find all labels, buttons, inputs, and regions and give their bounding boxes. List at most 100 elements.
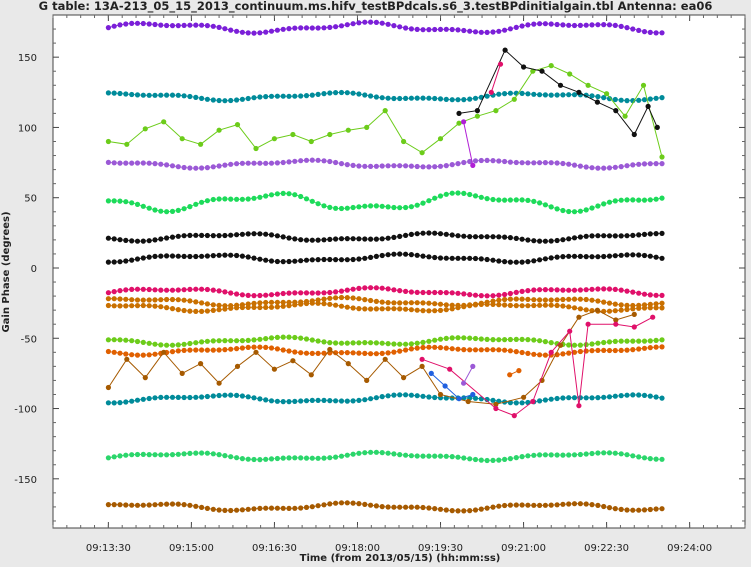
data-point (647, 305, 653, 311)
data-point (169, 92, 176, 98)
data-point (442, 383, 448, 389)
data-point (111, 90, 117, 96)
data-point (315, 397, 321, 403)
data-point (630, 392, 636, 398)
series-8 (105, 300, 665, 314)
data-point (455, 305, 461, 311)
data-point (257, 256, 263, 262)
data-point (268, 398, 275, 404)
data-point (315, 257, 321, 263)
data-point (228, 305, 234, 311)
data-point (478, 293, 484, 299)
data-point (199, 308, 205, 314)
data-point (210, 287, 216, 293)
data-point (321, 397, 327, 403)
data-point (161, 349, 167, 355)
data-point (521, 394, 527, 400)
data-point (403, 251, 409, 257)
data-point (146, 205, 152, 211)
data-point (239, 507, 245, 513)
data-point (271, 366, 277, 372)
data-point (193, 299, 199, 305)
data-point (280, 259, 286, 265)
data-point (234, 28, 240, 34)
data-point (589, 348, 595, 354)
data-point (647, 338, 653, 344)
data-point (455, 346, 461, 352)
data-point (111, 454, 117, 460)
data-point (537, 398, 543, 404)
data-point (105, 159, 111, 165)
data-point (245, 337, 251, 343)
data-point (449, 346, 455, 352)
data-point (432, 289, 438, 296)
data-point (251, 255, 257, 261)
data-point (456, 120, 462, 126)
data-point (397, 306, 403, 312)
data-point (338, 89, 345, 96)
data-point (193, 232, 199, 238)
data-point (490, 158, 496, 164)
data-point (298, 350, 304, 356)
data-point (309, 337, 315, 343)
data-point (525, 91, 531, 97)
data-point (274, 258, 280, 265)
data-point (636, 305, 642, 311)
data-point (385, 21, 391, 27)
data-point (554, 21, 560, 28)
data-point (222, 392, 228, 398)
data-point (585, 321, 591, 327)
data-point (111, 236, 117, 242)
data-point (531, 452, 537, 458)
data-point (432, 506, 438, 512)
data-point (525, 502, 531, 508)
data-point (327, 90, 333, 96)
data-point (263, 344, 269, 350)
data-point (401, 375, 407, 381)
data-point (624, 452, 630, 458)
series-19 (428, 370, 476, 402)
data-point (321, 25, 327, 31)
data-point (653, 95, 659, 101)
data-point (449, 232, 455, 238)
data-point (641, 507, 648, 513)
data-point (566, 22, 572, 28)
data-point (414, 504, 420, 510)
data-point (397, 24, 403, 30)
data-point (321, 296, 327, 302)
plot-area (52, 14, 746, 529)
data-point (146, 160, 152, 166)
data-point (321, 203, 327, 209)
data-point (426, 453, 432, 459)
data-point (636, 454, 642, 460)
data-point (542, 202, 549, 208)
data-point (571, 162, 578, 168)
data-point (548, 255, 554, 261)
data-point (525, 160, 531, 166)
data-point (472, 234, 479, 240)
y-tick-label: 150 (18, 53, 37, 64)
data-point (344, 22, 350, 28)
data-point (443, 453, 449, 459)
data-point (455, 508, 461, 514)
data-point (274, 299, 280, 305)
data-point (612, 164, 618, 170)
data-point (478, 506, 484, 512)
data-point (117, 350, 123, 356)
data-point (146, 238, 152, 244)
data-point (216, 252, 222, 258)
data-point (315, 503, 321, 509)
data-point (210, 97, 216, 103)
data-point (298, 398, 304, 404)
data-point (379, 450, 385, 456)
data-point (274, 398, 280, 404)
data-point (385, 235, 391, 241)
data-point (239, 96, 245, 102)
data-point (432, 344, 438, 350)
data-point (298, 335, 304, 341)
data-point (548, 21, 554, 27)
data-point (554, 92, 560, 98)
data-point (513, 289, 519, 295)
data-point (181, 307, 187, 314)
data-point (472, 255, 479, 262)
